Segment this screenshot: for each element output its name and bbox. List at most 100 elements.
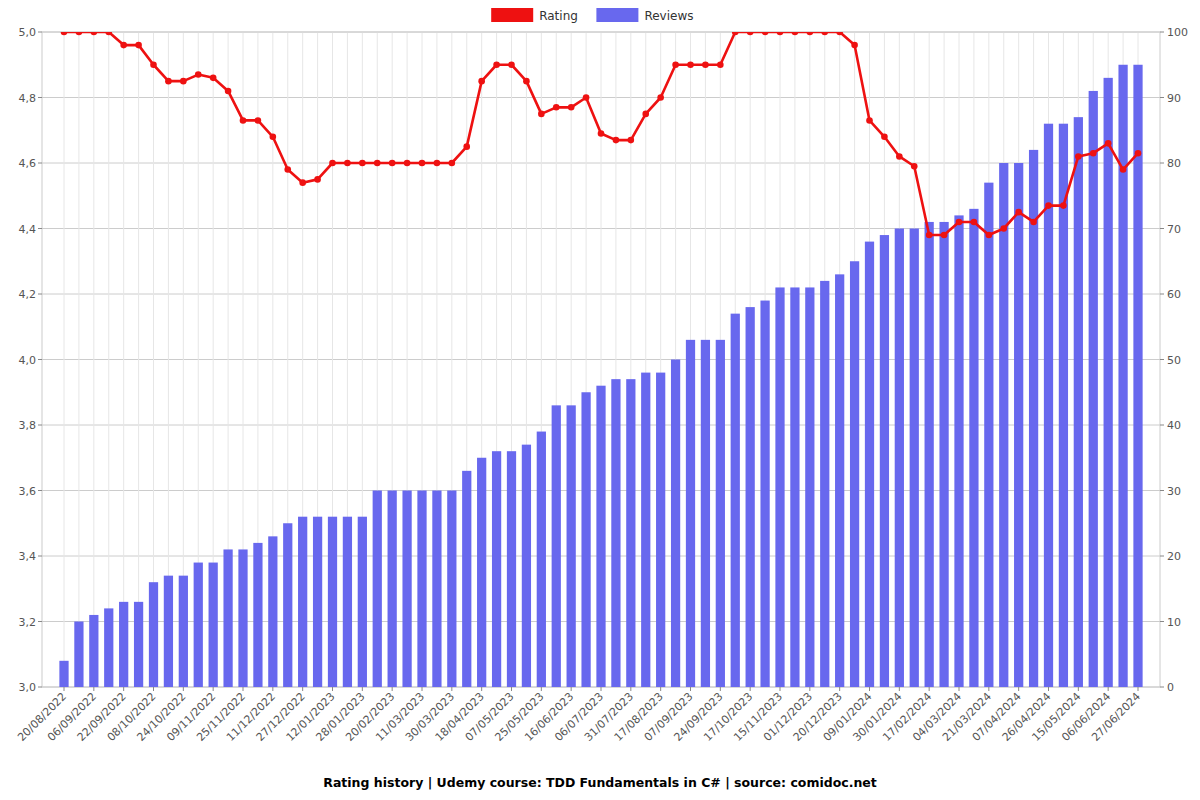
bar: [492, 451, 501, 687]
bar: [268, 536, 277, 687]
tick: [511, 687, 512, 691]
y2-tick-label: 20: [1167, 550, 1181, 563]
y2-tick-label: 10: [1167, 616, 1181, 629]
marker: [150, 61, 157, 68]
bar: [462, 471, 471, 687]
marker: [374, 160, 381, 167]
marks: [59, 32, 1142, 687]
tick: [1160, 163, 1164, 164]
legend-label: Reviews: [644, 9, 693, 23]
bar: [880, 235, 889, 687]
bar: [59, 661, 68, 687]
bar: [149, 582, 158, 687]
bar: [746, 307, 755, 687]
marker: [881, 134, 888, 141]
marker: [449, 160, 456, 167]
y-tick-label: 3,8: [19, 419, 37, 432]
marker: [717, 61, 724, 68]
legend-label: Rating: [539, 9, 578, 23]
y-tick-label: 3,4: [19, 550, 37, 563]
bar: [701, 340, 710, 687]
marker: [1090, 150, 1097, 157]
bar: [1029, 150, 1038, 687]
axes: 3,03,23,43,63,84,04,24,44,64,85,00102030…: [15, 26, 1188, 744]
marker: [434, 160, 441, 167]
tick: [1048, 687, 1049, 691]
tick: [988, 687, 989, 691]
bar: [716, 340, 725, 687]
marker: [926, 232, 933, 239]
bar: [477, 458, 486, 687]
marker: [956, 219, 963, 226]
tick: [481, 687, 482, 691]
tick: [213, 687, 214, 691]
marker: [568, 104, 575, 111]
marker: [1000, 225, 1007, 232]
tick: [899, 687, 900, 691]
x-tick-label: 27/06/2024: [1089, 690, 1143, 744]
tick: [38, 425, 42, 426]
y2-tick-label: 50: [1167, 354, 1181, 367]
bar: [223, 549, 232, 687]
bar: [507, 451, 516, 687]
marker: [329, 160, 336, 167]
grid-line-x: [78, 32, 79, 687]
tick: [362, 687, 363, 691]
tick: [93, 687, 94, 691]
marker: [76, 32, 83, 35]
tick: [1160, 97, 1164, 98]
marker: [866, 117, 873, 124]
bar: [1074, 117, 1083, 687]
tick: [38, 163, 42, 164]
y2-tick-label: 80: [1167, 157, 1181, 170]
tick: [1160, 294, 1164, 295]
marker: [284, 166, 291, 173]
tick: [392, 687, 393, 691]
bar: [731, 314, 740, 687]
marker: [896, 153, 903, 160]
tick: [38, 294, 42, 295]
marker: [299, 179, 306, 186]
marker: [210, 75, 217, 82]
marker: [1120, 166, 1127, 173]
marker: [777, 32, 784, 35]
marker: [120, 42, 127, 49]
bar: [850, 261, 859, 687]
plot-frame: [42, 32, 1160, 687]
tick: [1138, 687, 1139, 691]
y2-tick-label: 40: [1167, 419, 1181, 432]
bar: [194, 563, 203, 687]
tick: [1160, 621, 1164, 622]
bar: [910, 229, 919, 688]
tick: [1160, 32, 1164, 33]
tick: [601, 687, 602, 691]
marker: [941, 232, 948, 239]
marker: [613, 137, 620, 144]
legend: Rating Reviews: [491, 8, 693, 23]
bar: [865, 242, 874, 687]
tick: [660, 687, 661, 691]
bar: [283, 523, 292, 687]
bar: [388, 491, 397, 688]
marker: [135, 42, 142, 49]
title: Rating history | Udemy course: TDD Funda…: [323, 775, 876, 790]
line: [64, 32, 1138, 235]
bar: [164, 576, 173, 687]
tick: [38, 621, 42, 622]
marker: [1105, 140, 1112, 147]
bar: [552, 405, 561, 687]
y-tick-label: 4,6: [19, 157, 37, 170]
marker: [1045, 202, 1052, 209]
bar: [984, 183, 993, 687]
y-tick-label: 3,0: [19, 681, 37, 694]
tick: [690, 687, 691, 691]
tick: [1160, 228, 1164, 229]
legend-swatch: [596, 8, 638, 22]
bar: [596, 386, 605, 687]
grid-line-x: [138, 32, 139, 687]
tick: [243, 687, 244, 691]
marker: [91, 32, 98, 35]
marker: [255, 117, 262, 124]
y2-tick-label: 0: [1167, 681, 1174, 694]
marker: [493, 61, 500, 68]
